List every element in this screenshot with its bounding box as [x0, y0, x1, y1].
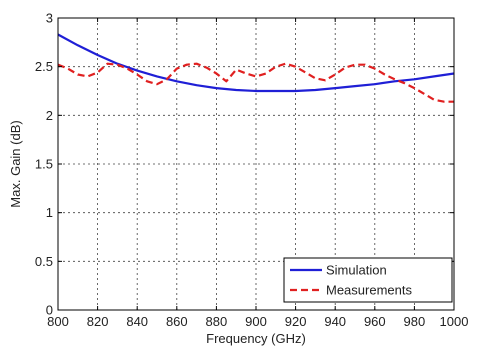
y-tick-label: 1.5: [35, 157, 53, 172]
x-tick-label: 920: [285, 314, 307, 329]
x-tick-label: 820: [87, 314, 109, 329]
ticks: 800 820 840 860 880 900 920 940 960 980 1000 0 0.5 1 1…: [35, 11, 469, 330]
x-tick-label: 880: [206, 314, 228, 329]
series-layer: [57, 33, 455, 103]
legend-label-measurements: Measurements: [326, 283, 412, 298]
legend: Simulation Measurements: [283, 257, 453, 303]
x-tick-label: 900: [245, 314, 267, 329]
x-tick-label: 960: [364, 314, 386, 329]
y-tick-label: 1: [46, 205, 53, 220]
x-tick-label: 980: [404, 314, 426, 329]
y-tick-label: 0.5: [35, 254, 53, 269]
legend-label-simulation: Simulation: [326, 263, 387, 278]
series-line-simulation: [57, 33, 455, 93]
legend-box: [283, 257, 453, 303]
y-axis-title: Max. Gain (dB): [8, 120, 23, 207]
grid: [58, 18, 454, 310]
x-tick-label: 800: [47, 314, 69, 329]
x-tick-label: 940: [324, 314, 346, 329]
y-tick-label: 3: [46, 11, 53, 26]
y-tick-label: 2.5: [35, 59, 53, 74]
x-tick-label: 860: [166, 314, 188, 329]
x-tick-label: 1000: [440, 314, 469, 329]
x-tick-label: 840: [126, 314, 148, 329]
y-tick-label: 2: [46, 108, 53, 123]
y-tick-label: 0: [46, 303, 53, 318]
x-axis-title: Frequency (GHz): [206, 331, 306, 346]
